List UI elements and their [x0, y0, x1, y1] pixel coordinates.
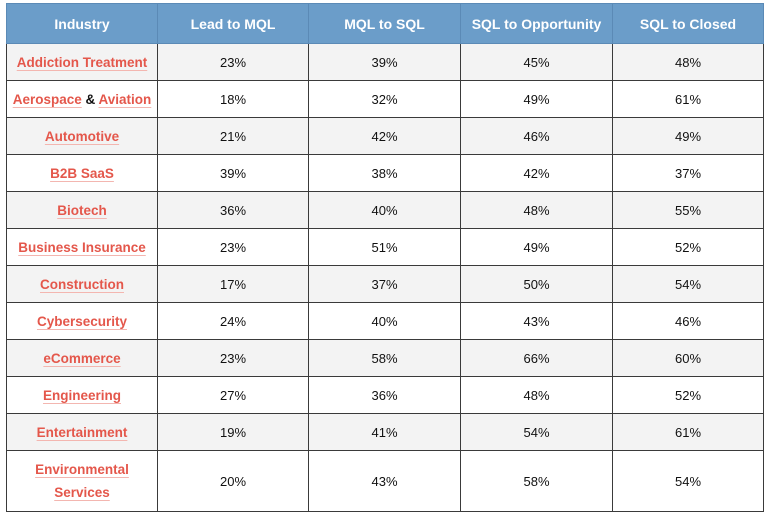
mql-to-sql-cell: 32% — [308, 80, 461, 118]
sql-to-closed-cell: 52% — [612, 228, 764, 266]
conversion-rates-table: Industry Lead to MQL MQL to SQL SQL to O… — [6, 3, 764, 512]
sql-to-closed-cell: 49% — [612, 117, 764, 155]
lead-to-mql-cell: 27% — [157, 376, 309, 414]
industry-cell: Addiction Treatment — [6, 43, 158, 81]
table-row: B2B SaaS 39% 38% 42% 37% — [6, 154, 764, 192]
header-industry: Industry — [6, 3, 158, 44]
industry-link[interactable]: Environmental — [35, 462, 129, 477]
industry-link[interactable]: B2B SaaS — [50, 165, 114, 181]
sql-to-opportunity-cell: 46% — [460, 117, 613, 155]
mql-to-sql-cell: 42% — [308, 117, 461, 155]
table-row: Construction 17% 37% 50% 54% — [6, 265, 764, 303]
lead-to-mql-cell: 24% — [157, 302, 309, 340]
sql-to-closed-cell: 46% — [612, 302, 764, 340]
lead-to-mql-cell: 17% — [157, 265, 309, 303]
sql-to-closed-cell: 54% — [612, 265, 764, 303]
lead-to-mql-cell: 36% — [157, 191, 309, 229]
table-row: Aerospace & Aviation 18% 32% 49% 61% — [6, 80, 764, 118]
sql-to-closed-cell: 61% — [612, 413, 764, 451]
industry-link[interactable]: Biotech — [57, 202, 107, 218]
mql-to-sql-cell: 43% — [308, 450, 461, 512]
industry-ampersand: & — [85, 91, 96, 107]
mql-to-sql-cell: 40% — [308, 191, 461, 229]
sql-to-closed-cell: 61% — [612, 80, 764, 118]
table-row: Engineering 27% 36% 48% 52% — [6, 376, 764, 414]
mql-to-sql-cell: 40% — [308, 302, 461, 340]
industry-link[interactable]: Cybersecurity — [36, 313, 128, 329]
industry-link[interactable]: Services — [54, 485, 110, 500]
mql-to-sql-cell: 51% — [308, 228, 461, 266]
sql-to-opportunity-cell: 43% — [460, 302, 613, 340]
industry-link[interactable]: Addiction Treatment — [16, 54, 148, 70]
sql-to-closed-cell: 55% — [612, 191, 764, 229]
sql-to-opportunity-cell: 50% — [460, 265, 613, 303]
industry-link[interactable]: eCommerce — [43, 350, 121, 366]
industry-cell: B2B SaaS — [6, 154, 158, 192]
mql-to-sql-cell: 36% — [308, 376, 461, 414]
sql-to-opportunity-cell: 58% — [460, 450, 613, 512]
mql-to-sql-cell: 41% — [308, 413, 461, 451]
industry-cell: Entertainment — [6, 413, 158, 451]
table-row: Addiction Treatment 23% 39% 45% 48% — [6, 43, 764, 81]
lead-to-mql-cell: 20% — [157, 450, 309, 512]
table-row: Automotive 21% 42% 46% 49% — [6, 117, 764, 155]
mql-to-sql-cell: 39% — [308, 43, 461, 81]
sql-to-opportunity-cell: 42% — [460, 154, 613, 192]
industry-link[interactable]: Business Insurance — [18, 239, 146, 255]
industry-cell: Engineering — [6, 376, 158, 414]
table-row: Entertainment 19% 41% 54% 61% — [6, 413, 764, 451]
header-mql-to-sql: MQL to SQL — [308, 3, 461, 44]
sql-to-closed-cell: 60% — [612, 339, 764, 377]
industry-cell: Construction — [6, 265, 158, 303]
table-row: Business Insurance 23% 51% 49% 52% — [6, 228, 764, 266]
industry-link[interactable]: Aviation — [98, 91, 152, 107]
industry-link[interactable]: Entertainment — [36, 424, 128, 440]
sql-to-closed-cell: 48% — [612, 43, 764, 81]
industry-cell: Biotech — [6, 191, 158, 229]
sql-to-closed-cell: 37% — [612, 154, 764, 192]
table-row: eCommerce 23% 58% 66% 60% — [6, 339, 764, 377]
sql-to-opportunity-cell: 49% — [460, 228, 613, 266]
sql-to-opportunity-cell: 49% — [460, 80, 613, 118]
industry-cell: Automotive — [6, 117, 158, 155]
industry-link[interactable]: Automotive — [44, 128, 120, 144]
conversion-table-container: Industry Lead to MQL MQL to SQL SQL to O… — [6, 3, 764, 512]
sql-to-opportunity-cell: 45% — [460, 43, 613, 81]
mql-to-sql-cell: 58% — [308, 339, 461, 377]
industry-cell: Environmental Services — [6, 450, 158, 512]
lead-to-mql-cell: 23% — [157, 43, 309, 81]
lead-to-mql-cell: 19% — [157, 413, 309, 451]
table-row: Cybersecurity 24% 40% 43% 46% — [6, 302, 764, 340]
industry-cell: Aerospace & Aviation — [6, 80, 158, 118]
sql-to-opportunity-cell: 48% — [460, 376, 613, 414]
sql-to-opportunity-cell: 66% — [460, 339, 613, 377]
sql-to-closed-cell: 54% — [612, 450, 764, 512]
sql-to-opportunity-cell: 48% — [460, 191, 613, 229]
mql-to-sql-cell: 37% — [308, 265, 461, 303]
lead-to-mql-cell: 21% — [157, 117, 309, 155]
lead-to-mql-cell: 23% — [157, 228, 309, 266]
header-sql-to-closed: SQL to Closed — [612, 3, 764, 44]
table-row: Environmental Services 20% 43% 58% 54% — [6, 450, 764, 512]
lead-to-mql-cell: 39% — [157, 154, 309, 192]
industry-cell: eCommerce — [6, 339, 158, 377]
header-lead-to-mql: Lead to MQL — [157, 3, 309, 44]
sql-to-opportunity-cell: 54% — [460, 413, 613, 451]
lead-to-mql-cell: 23% — [157, 339, 309, 377]
industry-link[interactable]: Aerospace — [12, 91, 82, 107]
industry-link[interactable]: Construction — [40, 276, 124, 292]
header-sql-to-opportunity: SQL to Opportunity — [460, 3, 613, 44]
industry-cell: Cybersecurity — [6, 302, 158, 340]
table-row: Biotech 36% 40% 48% 55% — [6, 191, 764, 229]
industry-link[interactable]: Engineering — [42, 387, 121, 403]
industry-cell: Business Insurance — [6, 228, 158, 266]
mql-to-sql-cell: 38% — [308, 154, 461, 192]
table-header-row: Industry Lead to MQL MQL to SQL SQL to O… — [6, 3, 764, 44]
sql-to-closed-cell: 52% — [612, 376, 764, 414]
lead-to-mql-cell: 18% — [157, 80, 309, 118]
